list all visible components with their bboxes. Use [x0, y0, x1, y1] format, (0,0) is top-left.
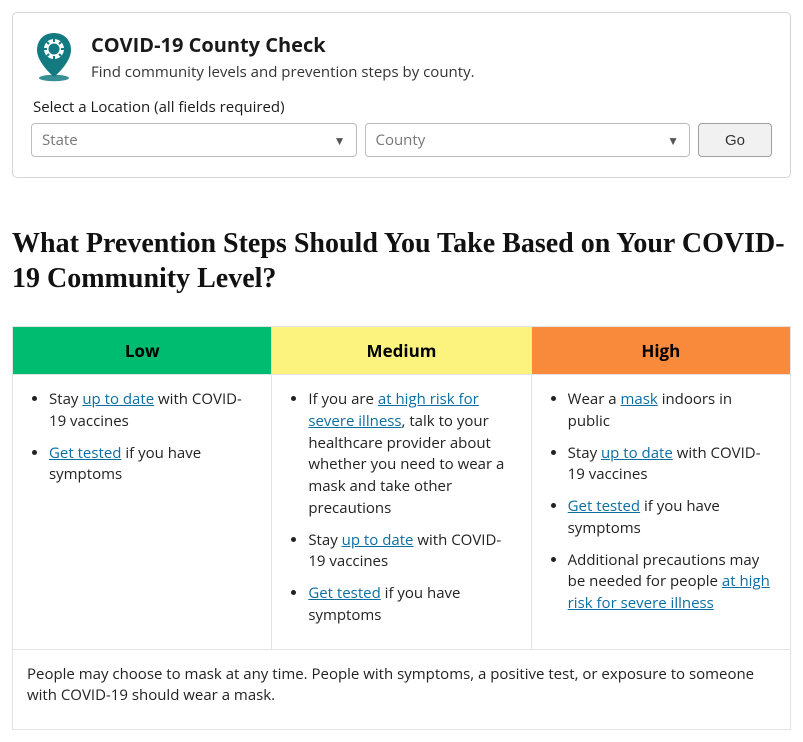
card-title: COVID-19 County Check [91, 31, 475, 58]
link-up-to-date[interactable]: up to date [342, 530, 414, 550]
state-select[interactable]: State ▼ [31, 123, 357, 157]
list-item: Wear a mask indoors in public [568, 389, 776, 433]
list-item: If you are at high risk for severe illne… [308, 389, 516, 520]
table-footer-note: People may choose to mask at any time. P… [13, 649, 791, 730]
list-item: Stay up to date with COVID-19 vaccines [568, 443, 776, 487]
col-header-high: High [531, 327, 790, 375]
col-header-low: Low [13, 327, 272, 375]
col-header-medium: Medium [272, 327, 531, 375]
list-item: Stay up to date with COVID-19 vaccines [49, 389, 257, 433]
cell-high: Wear a mask indoors in public Stay up to… [531, 375, 790, 650]
link-up-to-date[interactable]: up to date [601, 443, 673, 463]
card-header: COVID-19 County Check Find community lev… [31, 31, 772, 83]
state-select-placeholder: State [42, 130, 78, 150]
link-get-tested[interactable]: Get tested [568, 496, 640, 516]
link-get-tested[interactable]: Get tested [49, 443, 121, 463]
chevron-down-icon: ▼ [667, 132, 679, 149]
link-get-tested[interactable]: Get tested [308, 583, 380, 603]
location-label: Select a Location (all fields required) [33, 97, 772, 117]
list-item: Get tested if you have symptoms [568, 496, 776, 540]
county-select[interactable]: County ▼ [365, 123, 691, 157]
link-mask[interactable]: mask [621, 389, 658, 409]
page-heading: What Prevention Steps Should You Take Ba… [12, 226, 791, 296]
go-button[interactable]: Go [698, 123, 772, 157]
county-select-placeholder: County [376, 130, 426, 150]
list-item: Stay up to date with COVID-19 vaccines [308, 530, 516, 574]
card-subtitle: Find community levels and prevention ste… [91, 62, 475, 82]
location-row: State ▼ County ▼ Go [31, 123, 772, 157]
list-item: Get tested if you have symptoms [308, 583, 516, 627]
list-item: Additional precautions may be needed for… [568, 550, 776, 615]
list-item: Get tested if you have symptoms [49, 443, 257, 487]
county-check-card: COVID-19 County Check Find community lev… [12, 12, 791, 178]
location-virus-icon [31, 31, 77, 83]
link-up-to-date[interactable]: up to date [82, 389, 154, 409]
prevention-table: Low Medium High Stay up to date with COV… [12, 326, 791, 730]
card-heading-text: COVID-19 County Check Find community lev… [91, 31, 475, 82]
cell-low: Stay up to date with COVID-19 vaccines G… [13, 375, 272, 650]
cell-medium: If you are at high risk for severe illne… [272, 375, 531, 650]
chevron-down-icon: ▼ [334, 132, 346, 149]
